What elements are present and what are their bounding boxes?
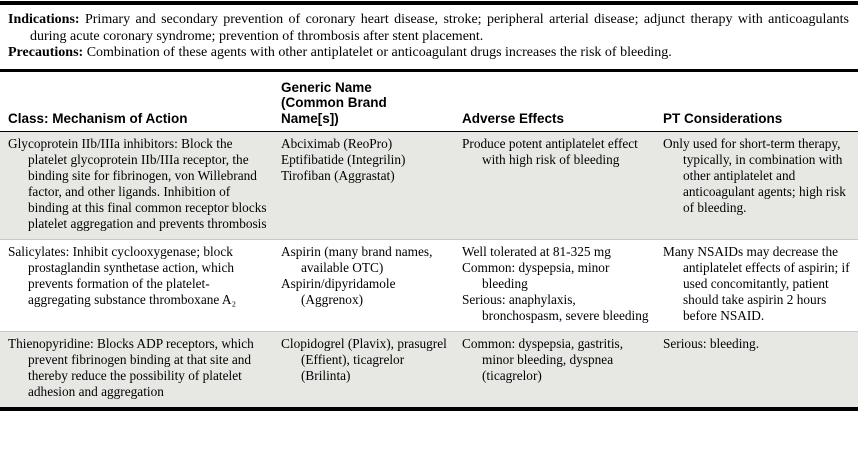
- table-row-salicylates: Salicylates: Inhibit cyclooxygenase; blo…: [0, 239, 858, 331]
- header-line: Name[s]): [281, 110, 339, 126]
- cell-generic-name: Aspirin (many brand names, available OTC…: [281, 244, 462, 324]
- cell-paragraph: Salicylates: Inhibit cyclooxygenase; blo…: [8, 244, 237, 308]
- cell-paragraph: Aspirin (many brand names, available OTC…: [281, 244, 433, 276]
- header-line: (Common Brand: [281, 95, 387, 111]
- cell-paragraph: Serious: bleeding.: [663, 336, 760, 352]
- cell-pt-considerations: Only used for short-term therapy, typica…: [663, 136, 858, 232]
- cell-adverse-effects: Produce potent antiplatelet effect with …: [462, 136, 663, 232]
- cell-paragraph: Common: dyspepsia, minor bleeding: [462, 260, 610, 292]
- cell-generic-name: Clopidogrel (Plavix), prasugrel (Effient…: [281, 336, 462, 400]
- indications-text: Primary and secondary prevention of coro…: [30, 12, 849, 44]
- table-row-thienopyridine: Thienopyridine: Blocks ADP receptors, wh…: [0, 331, 858, 408]
- cell-paragraph: Many NSAIDs may decrease the antiplatele…: [663, 244, 850, 324]
- indications-label: Indications:: [8, 12, 80, 27]
- cell-pt-considerations: Many NSAIDs may decrease the antiplatele…: [663, 244, 858, 324]
- cell-generic-name: Abciximab (ReoPro) Eptifibatide (Integril…: [281, 136, 462, 232]
- cell-adverse-effects: Common: dyspepsia, gastritis, minor blee…: [462, 336, 663, 400]
- cell-paragraph: Clopidogrel (Plavix), prasugrel (Effient…: [281, 336, 447, 384]
- header-line: Class: Mechanism of Action: [8, 110, 188, 126]
- column-header-class-mechanism: Class: Mechanism of Action: [0, 111, 281, 127]
- cell-paragraph: Abciximab (ReoPro): [281, 136, 393, 152]
- column-header-adverse-effects: Adverse Effects: [462, 111, 663, 127]
- precautions-label: Precautions:: [8, 45, 84, 61]
- cell-paragraph: Only used for short-term therapy, typica…: [663, 136, 846, 216]
- cell-paragraph: Common: dyspepsia, gastritis, minor blee…: [462, 336, 624, 384]
- table-row-glycoprotein: Glycoprotein IIb/IIIa inhibitors: Block …: [0, 132, 858, 240]
- cell-paragraph: Thienopyridine: Blocks ADP receptors, wh…: [8, 336, 254, 400]
- header-line: Adverse Effects: [462, 110, 565, 126]
- header-line: Generic Name: [281, 79, 372, 95]
- cell-class-mechanism: Glycoprotein IIb/IIIa inhibitors: Block …: [0, 136, 281, 232]
- cell-class-mechanism: Thienopyridine: Blocks ADP receptors, wh…: [0, 336, 281, 400]
- precautions-paragraph: Precautions: Combination of these agents…: [8, 45, 849, 62]
- cell-pt-considerations: Serious: bleeding.: [663, 336, 858, 400]
- cell-paragraph: Glycoprotein IIb/IIIa inhibitors: Block …: [8, 136, 267, 232]
- column-header-generic-name: Generic Name (Common Brand Name[s]): [281, 80, 462, 127]
- intro-section: Indications: Primary and secondary preve…: [0, 5, 858, 72]
- indications-paragraph: Indications: Primary and secondary preve…: [8, 12, 849, 45]
- precautions-text: Combination of these agents with other a…: [83, 45, 672, 61]
- cell-paragraph: Well tolerated at 81-325 mg: [462, 244, 611, 260]
- cell-adverse-effects: Well tolerated at 81-325 mg Common: dyspe…: [462, 244, 663, 324]
- cell-class-mechanism: Salicylates: Inhibit cyclooxygenase; blo…: [0, 244, 281, 324]
- cell-paragraph: Produce potent antiplatelet effect with …: [462, 136, 638, 168]
- header-line: PT Considerations: [663, 110, 783, 126]
- cell-paragraph: Serious: anaphylaxis, bronchospasm, seve…: [462, 292, 649, 324]
- cell-paragraph: Aspirin/dipyridamole (Aggrenox): [281, 276, 396, 308]
- cell-paragraph: Eptifibatide (Integrilin): [281, 152, 406, 168]
- cell-paragraph: Tirofiban (Aggrastat): [281, 168, 395, 184]
- drug-class-table: Indications: Primary and secondary preve…: [0, 1, 858, 412]
- column-header-pt-considerations: PT Considerations: [663, 111, 858, 127]
- table-header-row: Class: Mechanism of Action Generic Name(…: [0, 72, 858, 133]
